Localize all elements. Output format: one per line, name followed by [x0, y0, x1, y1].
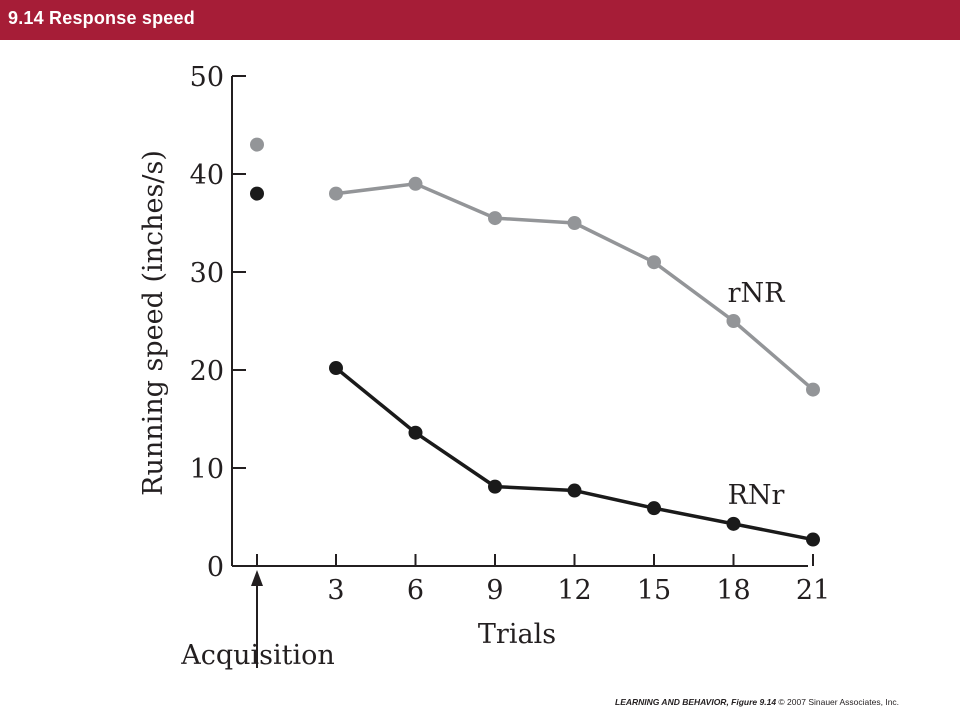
y-axis-label: Running speed (inches/s)	[138, 150, 169, 496]
series-label-rnr: RNr	[728, 480, 785, 511]
data-point	[806, 382, 820, 397]
series-rnr	[250, 186, 820, 547]
acquisition-point	[250, 137, 264, 152]
x-tick-label: 9	[486, 575, 503, 606]
series-layer	[250, 137, 820, 547]
y-tick-label: 40	[190, 160, 224, 191]
x-tick-label: 12	[557, 575, 591, 606]
data-point	[408, 176, 423, 191]
series-line	[334, 366, 814, 542]
data-point	[567, 216, 582, 230]
labels-layer: 0 10 20 30 40 50 3 6 9 12 15 18 21 Running speed (inc…	[138, 62, 830, 671]
acquisition-label: Acquisition	[180, 640, 335, 671]
data-point	[567, 483, 582, 498]
data-point	[408, 425, 423, 440]
x-tick-label: 15	[637, 575, 671, 606]
y-tick-label: 20	[190, 356, 224, 387]
credit-figure: Figure 9.14	[728, 697, 777, 707]
data-point	[488, 211, 502, 226]
credit-copyright: © 2007 Sinauer Associates, Inc.	[776, 697, 900, 707]
x-tick-label: 6	[407, 575, 424, 606]
data-point	[726, 314, 741, 328]
data-point	[329, 186, 343, 201]
x-tick-label: 21	[796, 575, 830, 606]
series-rnr	[250, 137, 820, 397]
y-tick-label: 30	[190, 258, 224, 289]
axes	[231, 75, 814, 668]
acquisition-arrow-head	[251, 570, 263, 586]
title-bar: 9.14 Response speed	[0, 0, 960, 40]
y-tick-label: 50	[190, 62, 224, 93]
figure-credit: LEARNING AND BEHAVIOR, Figure 9.14 © 200…	[615, 697, 899, 707]
x-tick-label: 18	[716, 575, 750, 606]
data-point	[488, 479, 502, 494]
data-point	[329, 361, 343, 376]
series-label-rnr: rNR	[728, 278, 786, 309]
data-point	[726, 516, 741, 531]
data-point	[647, 255, 661, 270]
y-tick-label: 0	[207, 552, 224, 583]
y-tick-label: 10	[190, 454, 224, 485]
data-point	[647, 501, 661, 516]
credit-book: LEARNING AND BEHAVIOR,	[615, 697, 729, 707]
x-tick-label: 3	[327, 575, 344, 606]
slide-title: 9.14 Response speed	[8, 8, 195, 28]
data-point	[806, 532, 820, 547]
acquisition-point	[250, 186, 264, 201]
x-axis-label: Trials	[478, 619, 556, 650]
